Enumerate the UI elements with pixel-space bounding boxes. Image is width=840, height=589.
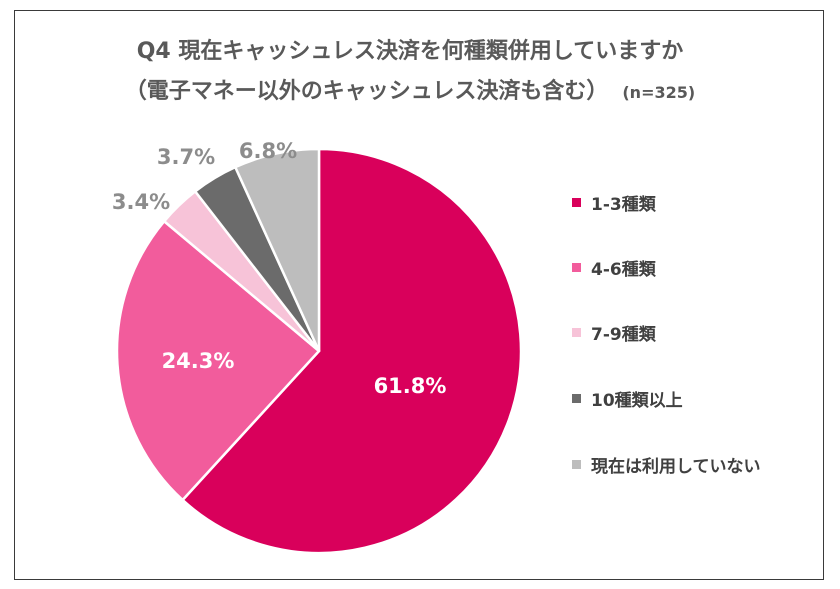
legend-item-4-6: 4-6種類 [572, 255, 656, 280]
legend-item-1-3: 1-3種類 [572, 190, 656, 215]
legend-label: 4-6種類 [591, 260, 656, 280]
chart-title-line1: Q4 現在キャッシュレス決済を何種類併用していますか [136, 39, 684, 64]
legend-item-10-plus: 10種類以上 [572, 386, 683, 411]
chart-subtitle: （電子マネー以外のキャッシュレス決済も含む） (n=325) [0, 73, 830, 105]
legend-swatch [572, 328, 581, 337]
slice-4-6 [115, 220, 321, 502]
legend-item-7-9: 7-9種類 [572, 320, 656, 345]
label-4-6: 24.3% [162, 349, 235, 373]
label-10-plus: 3.7% [157, 145, 215, 169]
slice-1-3 [181, 147, 523, 555]
legend-swatch [572, 263, 581, 272]
label-not-using: 6.8% [239, 139, 297, 163]
legend-swatch [572, 394, 581, 403]
legend-label: 現在は利用していない [591, 457, 761, 477]
chart-title-line2: （電子マネー以外のキャッシュレス決済も含む） [124, 79, 609, 104]
sample-size: (n=325) [622, 83, 696, 102]
slice-not-using [234, 147, 321, 353]
label-1-3: 61.8% [374, 374, 447, 398]
legend-label: 10種類以上 [591, 391, 683, 411]
legend-item-not-using: 現在は利用していない [572, 452, 761, 477]
label-7-9: 3.4% [112, 190, 170, 214]
legend-label: 7-9種類 [591, 325, 656, 345]
legend-swatch [572, 460, 581, 469]
legend-label: 1-3種類 [591, 195, 656, 215]
legend-swatch [572, 198, 581, 207]
chart-title: Q4 現在キャッシュレス決済を何種類併用していますか [0, 33, 830, 65]
